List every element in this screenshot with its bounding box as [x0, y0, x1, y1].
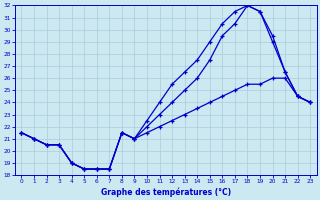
X-axis label: Graphe des températures (°C): Graphe des températures (°C) — [101, 187, 231, 197]
